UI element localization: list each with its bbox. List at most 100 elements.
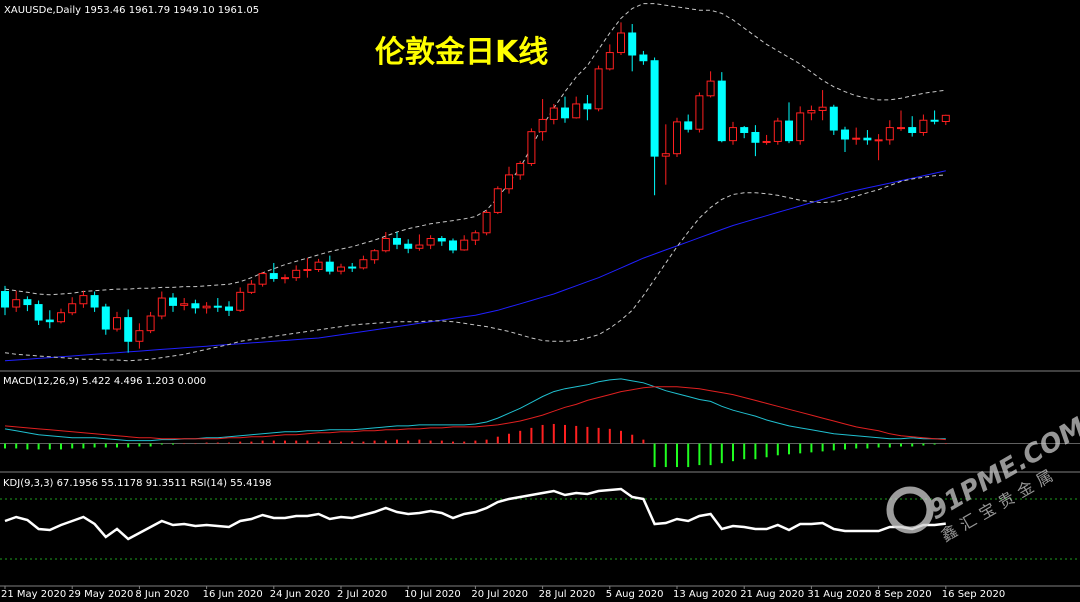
candle-body (415, 244, 424, 249)
histogram-bar (698, 443, 701, 466)
candle-body (1, 291, 9, 308)
candle-body (169, 297, 177, 306)
candle-body (538, 118, 547, 133)
candle-body (695, 95, 704, 130)
histogram-bar (620, 430, 622, 444)
indicator-line (4, 3, 946, 296)
candle-body (863, 137, 872, 141)
candle-body (269, 273, 278, 279)
histogram-bar (832, 443, 835, 451)
candle-body (897, 127, 905, 130)
candle-body (23, 299, 32, 306)
histogram-bar (944, 443, 947, 445)
histogram-bar (474, 440, 477, 444)
candle-body (124, 317, 133, 342)
histogram-bar (306, 440, 309, 444)
candle-body (829, 106, 838, 131)
histogram-bar (664, 443, 667, 468)
candle-body (281, 277, 289, 280)
candle-body (874, 139, 883, 142)
candle-body (381, 238, 390, 252)
x-tick-label: 29 May 2020 (68, 589, 133, 600)
histogram-bar (933, 443, 936, 445)
indicator-line (4, 378, 946, 442)
candle-body (393, 238, 401, 245)
histogram-bar (149, 443, 152, 447)
histogram-bar (575, 425, 578, 444)
candle-body (516, 162, 525, 176)
histogram-bar (586, 426, 589, 444)
indicator-line (4, 170, 946, 362)
histogram-bar (530, 427, 533, 444)
histogram-bar (687, 443, 690, 468)
candle-body (225, 306, 233, 311)
histogram-bar (844, 443, 846, 450)
histogram-bar (485, 439, 488, 444)
histogram-bar (351, 441, 354, 444)
x-tick-label: 31 Aug 2020 (807, 589, 871, 600)
histogram-bar (216, 442, 219, 444)
histogram-bar (564, 424, 566, 444)
histogram-bar (272, 440, 275, 444)
x-tick-label: 20 Jul 2020 (471, 589, 528, 600)
candle-body (57, 312, 65, 323)
candle-body (325, 261, 334, 272)
histogram-bar (194, 443, 197, 445)
candle-body (34, 304, 43, 321)
histogram-bar (172, 443, 174, 445)
candle-body (583, 103, 592, 110)
histogram-bar (653, 443, 656, 468)
x-tick-label: 28 Jul 2020 (539, 589, 596, 600)
candle-body (717, 80, 726, 142)
candle-body (471, 232, 480, 241)
histogram-bar (183, 443, 186, 445)
candle-body (45, 319, 54, 323)
candle-body (337, 266, 345, 272)
candle-body (157, 297, 166, 317)
histogram-bar (340, 441, 342, 444)
histogram-bar (15, 443, 18, 449)
histogram-bar (384, 440, 387, 444)
histogram-bar (810, 443, 813, 453)
candle-body (617, 32, 625, 54)
histogram-bar (765, 443, 768, 458)
histogram-bar (541, 424, 544, 444)
candle-body (101, 306, 110, 330)
plot-area (0, 3, 1080, 589)
chart-title: 伦敦金日K线 (375, 35, 548, 70)
indicator-line (4, 487, 946, 541)
candle-body (605, 52, 614, 70)
candle-body (762, 140, 771, 143)
candle-body (437, 238, 446, 242)
candle-body (90, 295, 99, 308)
x-tick-label: 5 Aug 2020 (606, 589, 664, 600)
histogram-bar (160, 443, 163, 445)
histogram-bar (866, 443, 869, 449)
candle-body (493, 188, 502, 213)
histogram-bar (261, 440, 264, 444)
indicator-line (4, 386, 946, 441)
histogram-bar (888, 443, 891, 448)
x-tick-label: 16 Jun 2020 (203, 589, 263, 600)
candle-body (146, 315, 155, 332)
candle-body (79, 295, 88, 305)
histogram-bar (552, 423, 555, 444)
candle-body (292, 269, 301, 279)
x-tick-label: 21 Aug 2020 (740, 589, 804, 600)
histogram-bar (452, 441, 454, 444)
kdj-label: KDJ(9,3,3) 67.1956 55.1178 91.3511 RSI(1… (3, 478, 272, 489)
histogram-bar (597, 427, 600, 444)
histogram-bar (26, 443, 29, 450)
histogram-bar (855, 443, 858, 449)
histogram-bar (418, 439, 421, 444)
histogram-bar (463, 441, 466, 444)
x-tick-label: 8 Sep 2020 (875, 589, 932, 600)
candle-body (852, 137, 861, 140)
candle-body (359, 259, 368, 269)
macd-label: MACD(12,26,9) 5.422 4.496 1.203 0.000 (3, 376, 206, 387)
candle-body (348, 266, 357, 269)
histogram-bar (228, 442, 230, 444)
candle-body (729, 127, 737, 142)
x-tick-label: 2 Jul 2020 (337, 589, 387, 600)
